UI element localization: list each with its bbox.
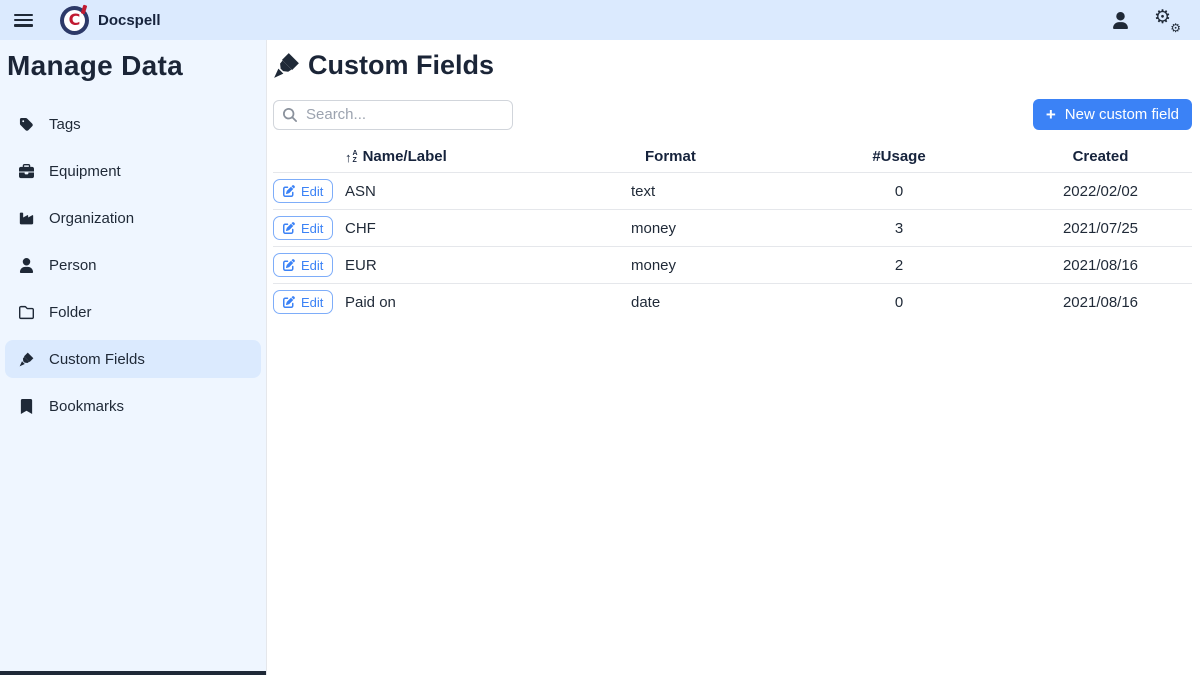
sidebar-item-label: Tags xyxy=(49,115,81,133)
edit-icon xyxy=(283,185,295,197)
created-cell: 2021/07/25 xyxy=(1009,209,1192,247)
briefcase-icon xyxy=(18,163,34,179)
edit-button[interactable]: Edit xyxy=(273,253,334,277)
usage-cell: 0 xyxy=(789,172,1009,210)
settings-button[interactable]: ⚙ ⚙ xyxy=(1154,7,1181,35)
edit-icon xyxy=(283,259,295,271)
folder-icon xyxy=(18,304,34,320)
page-title-text: Custom Fields xyxy=(308,50,495,80)
sidebar-nav: Tags Equipment Organization Person xyxy=(0,105,266,425)
brand-name: Docspell xyxy=(98,11,161,29)
docspell-logo-icon: C xyxy=(60,4,89,35)
search-icon xyxy=(283,107,297,122)
edit-icon xyxy=(283,296,295,308)
sidebar-item-label: Organization xyxy=(49,209,135,227)
topbar: C Docspell ⚙ ⚙ xyxy=(0,0,1200,40)
name-cell: EUR xyxy=(345,246,631,284)
sidebar-item-organization[interactable]: Organization xyxy=(5,199,261,237)
sidebar-item-folder[interactable]: Folder xyxy=(5,293,261,331)
table-row: Edit CHF money 3 2021/07/25 xyxy=(273,209,1192,247)
format-cell: money xyxy=(631,209,789,247)
table-row: Edit ASN text 0 2022/02/02 xyxy=(273,172,1192,210)
format-cell: money xyxy=(631,246,789,284)
tag-icon xyxy=(18,116,34,132)
sidebar-title: Manage Data xyxy=(7,50,184,81)
sidebar-item-custom-fields[interactable]: Custom Fields xyxy=(5,340,261,378)
edit-cell: Edit xyxy=(273,209,345,247)
sidebar-item-label: Bookmarks xyxy=(49,397,125,415)
created-column-header: Created xyxy=(1009,146,1192,173)
sidebar-item-equipment[interactable]: Equipment xyxy=(5,152,261,190)
sidebar-item-label: Equipment xyxy=(49,162,121,180)
usage-cell: 0 xyxy=(894,293,904,311)
sidebar: Manage Data Tags Equipment Organization xyxy=(0,40,267,675)
sidebar-item-person[interactable]: Person xyxy=(5,246,261,284)
account-button[interactable] xyxy=(1113,11,1128,29)
edit-button[interactable]: Edit xyxy=(273,290,334,314)
marker-icon xyxy=(18,351,34,367)
edit-button[interactable]: Edit xyxy=(273,179,334,203)
search-input[interactable] xyxy=(273,99,513,130)
user-icon xyxy=(1113,11,1128,29)
name-cell: CHF xyxy=(345,209,631,247)
bookmark-icon xyxy=(18,398,34,414)
usage-cell: 3 xyxy=(789,209,1009,247)
sidebar-item-label: Custom Fields xyxy=(49,350,145,368)
industry-icon xyxy=(18,210,34,226)
page-title: Custom Fields xyxy=(273,50,1192,81)
format-column-header: Format xyxy=(631,146,789,173)
sidebar-bottom-strip xyxy=(0,671,266,675)
sidebar-item-label: Folder xyxy=(49,303,92,321)
edit-column-header xyxy=(273,146,345,173)
sidebar-item-label: Person xyxy=(49,256,97,274)
name-cell: ASN xyxy=(345,172,631,210)
edit-cell: Edit xyxy=(273,284,345,321)
format-cell: date xyxy=(631,293,661,311)
table-row: Edit EUR money 2 2021/08/16 xyxy=(273,246,1192,284)
gears-icon: ⚙ ⚙ xyxy=(1154,7,1181,35)
table-row: Edit Paid on date 0 2021/08/16 xyxy=(273,284,1192,321)
toolbar: + New custom field xyxy=(273,99,1192,130)
edit-button[interactable]: Edit xyxy=(273,216,334,240)
created-cell: 2022/02/02 xyxy=(1009,172,1192,210)
marker-icon xyxy=(274,53,299,78)
usage-column-header: #Usage xyxy=(789,146,1009,173)
edit-cell: Edit xyxy=(273,246,345,284)
plus-icon: + xyxy=(1045,104,1056,124)
edit-cell: Edit xyxy=(273,172,345,210)
user-icon xyxy=(18,257,34,273)
topbar-actions: ⚙ ⚙ xyxy=(1113,7,1186,35)
created-cell: 2021/08/16 xyxy=(1062,293,1139,311)
new-custom-field-button[interactable]: + New custom field xyxy=(1032,99,1192,130)
name-cell: Paid on xyxy=(345,293,396,311)
format-cell: text xyxy=(631,172,789,210)
menu-icon[interactable] xyxy=(14,13,33,27)
created-cell: 2021/08/16 xyxy=(1009,246,1192,284)
main-content: Custom Fields + New custom field ↑ xyxy=(267,40,1200,675)
sidebar-item-tags[interactable]: Tags xyxy=(5,105,261,143)
usage-cell: 2 xyxy=(789,246,1009,284)
sidebar-item-bookmarks[interactable]: Bookmarks xyxy=(5,387,261,425)
edit-icon xyxy=(283,222,295,234)
search-box xyxy=(273,99,513,130)
brand[interactable]: C Docspell xyxy=(60,4,161,35)
